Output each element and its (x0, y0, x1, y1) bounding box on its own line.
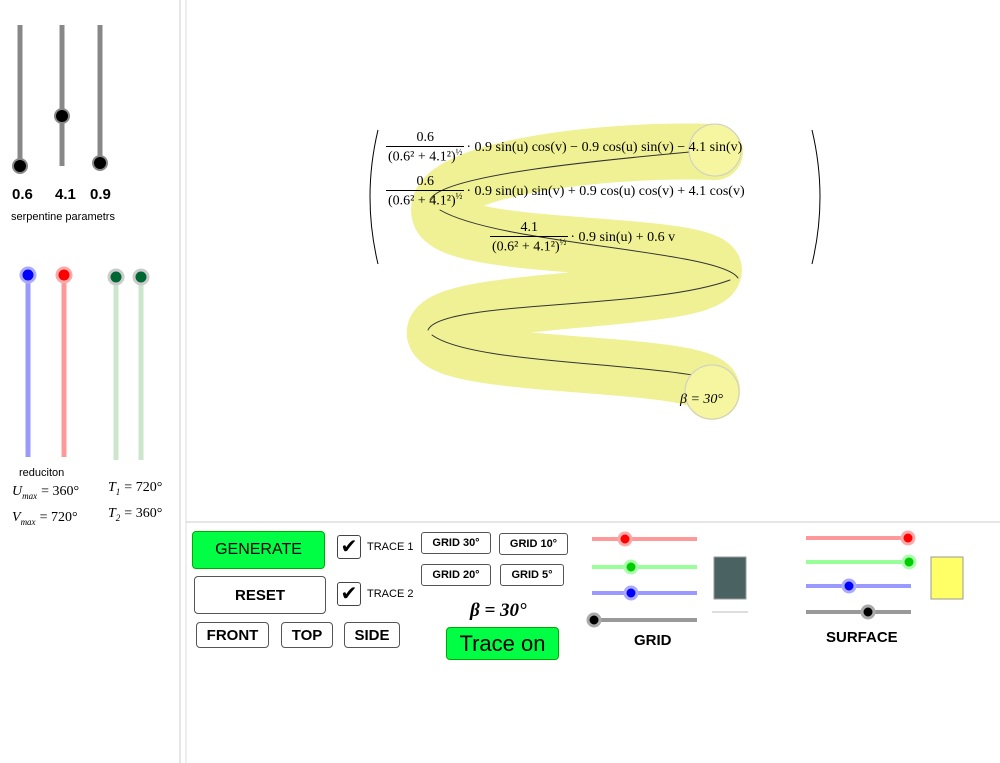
formula: Vmax = 720° (12, 510, 78, 527)
front-button[interactable]: FRONT (196, 622, 269, 648)
checkbox[interactable]: ✔ (337, 535, 361, 559)
matrix-brackets (369, 129, 821, 265)
slider-knob[interactable] (586, 612, 602, 628)
reset-button[interactable]: RESET (194, 576, 326, 614)
param-sliders[interactable] (12, 25, 108, 174)
matrix-row: 0.6 (0.6² + 4.1²)½ · 0.9 sin(u) cos(v) − 0… (386, 130, 743, 166)
slider-knob[interactable] (132, 268, 150, 286)
slider-knob[interactable] (860, 604, 876, 620)
surface-label: SURFACE (826, 629, 898, 646)
slider-knob[interactable] (623, 585, 639, 601)
subscript: 1 (115, 486, 121, 497)
slider-knob[interactable] (19, 266, 37, 284)
subscript: max (20, 516, 36, 527)
top-button[interactable]: TOP (281, 622, 333, 648)
slider-knob[interactable] (841, 578, 857, 594)
formula: T1 = 720° (108, 480, 162, 497)
grid-button[interactable]: GRID 10° (499, 533, 568, 555)
slider-knob[interactable] (901, 554, 917, 570)
numerator: 4.1 (490, 220, 569, 237)
value: = 360° (41, 484, 80, 499)
checkbox-label: TRACE 1 (367, 541, 414, 553)
symbol: U (12, 484, 23, 499)
caption: reduciton (19, 467, 65, 479)
slider-value: 4.1 (55, 186, 76, 203)
slider-knob[interactable] (54, 108, 70, 124)
subscript: max (22, 490, 38, 501)
denominator: (0.6² + 4.1²)½ (492, 237, 567, 255)
reduction-sliders[interactable] (19, 266, 150, 460)
matrix-row: 4.1 (0.6² + 4.1²)½ · 0.9 sin(u) + 0.6 v (490, 220, 676, 256)
grid-button[interactable]: GRID 20° (421, 564, 491, 586)
exponent: ½ (559, 237, 567, 247)
matrix-row: 0.6 (0.6² + 4.1²)½ · 0.9 sin(u) sin(v) + 0… (386, 174, 745, 210)
fraction: 0.6 (0.6² + 4.1²)½ (386, 130, 465, 166)
exponent: ½ (455, 191, 463, 201)
expression: · 0.9 sin(u) sin(v) + 0.9 cos(u) cos(v) … (466, 183, 745, 199)
value: = 720° (124, 480, 163, 495)
checkbox-label: TRACE 2 (367, 588, 414, 600)
generate-button[interactable]: GENERATE (192, 531, 325, 569)
color-sliders[interactable] (586, 530, 917, 628)
slider-value: 0.6 (12, 186, 33, 203)
symbol: V (12, 510, 21, 525)
slider-knob[interactable] (617, 531, 633, 547)
slider-knob[interactable] (900, 530, 916, 546)
formula: T2 = 360° (108, 506, 162, 523)
checkbox[interactable]: ✔ (337, 582, 361, 606)
symbol: T (108, 506, 116, 521)
symbol: T (108, 480, 116, 495)
exponent: ½ (455, 147, 463, 157)
slider-knob[interactable] (12, 158, 28, 174)
subscript: 2 (115, 512, 121, 523)
fraction: 4.1 (0.6² + 4.1²)½ (490, 220, 569, 256)
slider-knob[interactable] (623, 559, 639, 575)
slider-knob[interactable] (92, 155, 108, 171)
expression: · 0.9 sin(u) cos(v) − 0.9 cos(u) sin(v) … (466, 139, 743, 155)
fraction: 0.6 (0.6² + 4.1²)½ (386, 174, 465, 210)
helix (407, 123, 743, 420)
grid-button[interactable]: GRID 30° (421, 532, 491, 554)
denominator: (0.6² + 4.1²)½ (388, 147, 463, 165)
tube-end (688, 123, 742, 177)
slider-knob[interactable] (107, 268, 125, 286)
numerator: 0.6 (386, 174, 465, 191)
trace-line (427, 149, 739, 393)
formula: Umax = 360° (12, 484, 79, 501)
caption: serpentine parametrs (11, 211, 115, 223)
grid-label: GRID (634, 632, 672, 649)
tube-end (684, 364, 740, 420)
slider-value: 0.9 (90, 186, 111, 203)
value: = 360° (124, 506, 163, 521)
grid-button[interactable]: GRID 5° (500, 564, 564, 586)
surface-color-swatch (930, 556, 964, 600)
slider-knob[interactable] (55, 266, 73, 284)
angle-label: β = 30° (680, 392, 724, 407)
grid-color-swatch (713, 556, 747, 600)
trace-on-button[interactable]: Trace on (446, 627, 559, 660)
value: = 720° (39, 510, 78, 525)
expression: · 0.9 sin(u) + 0.6 v (570, 229, 676, 245)
side-button[interactable]: SIDE (344, 622, 400, 648)
numerator: 0.6 (386, 130, 465, 147)
denominator: (0.6² + 4.1²)½ (388, 191, 463, 209)
beta-label: β = 30° (470, 600, 527, 621)
